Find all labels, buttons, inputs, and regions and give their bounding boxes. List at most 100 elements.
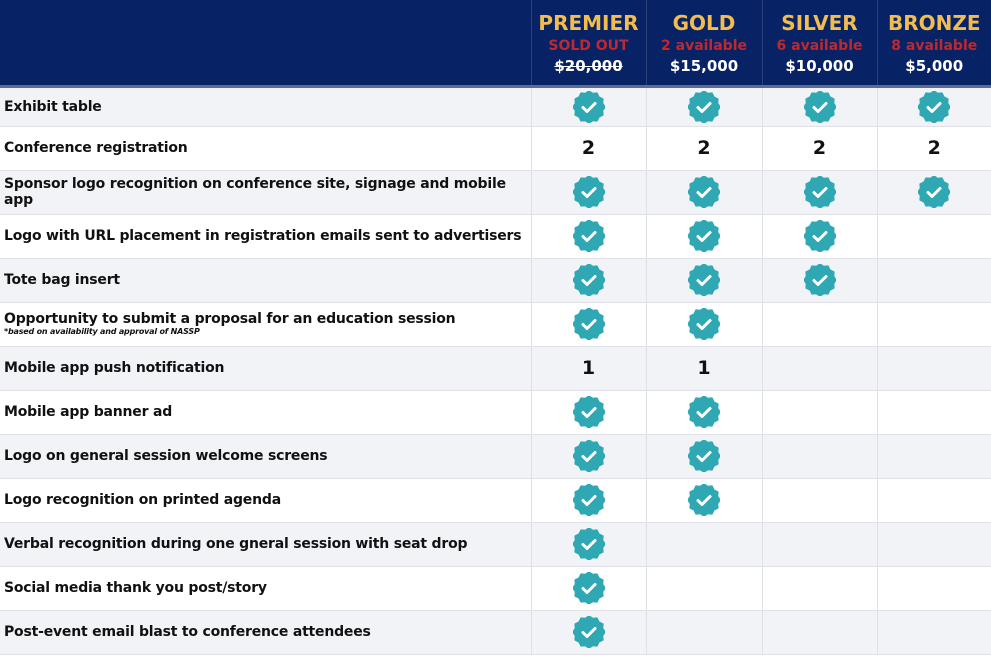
benefit-cell bbox=[530, 86, 646, 127]
check-badge-icon bbox=[571, 483, 606, 517]
check-badge-icon bbox=[571, 571, 606, 605]
check-badge-icon bbox=[802, 219, 837, 253]
benefit-cell: 2 bbox=[530, 126, 646, 171]
check-badge-icon bbox=[571, 219, 606, 253]
benefit-cell-empty bbox=[645, 522, 762, 567]
benefit-label: Tote bag insert bbox=[0, 258, 531, 303]
benefit-cell-empty bbox=[645, 566, 762, 611]
benefit-cell bbox=[761, 170, 877, 215]
tier-name: PREMIER bbox=[538, 11, 639, 36]
check-badge-icon bbox=[571, 175, 606, 209]
benefit-text: Post-event email blast to conference att… bbox=[4, 624, 371, 640]
table-row: Exhibit table bbox=[0, 86, 991, 127]
benefit-label: Exhibit table bbox=[0, 86, 531, 127]
benefit-cell-empty bbox=[876, 258, 991, 303]
benefit-text: Tote bag insert bbox=[4, 272, 120, 288]
tier-price: $5,000 bbox=[905, 57, 964, 76]
benefit-cell-empty bbox=[876, 214, 991, 259]
benefit-cell-empty bbox=[761, 566, 877, 611]
check-badge-icon bbox=[802, 89, 837, 124]
check-badge-icon bbox=[571, 89, 606, 124]
benefit-cell: 1 bbox=[645, 346, 762, 391]
benefit-cell bbox=[530, 214, 646, 259]
check-badge-icon bbox=[571, 439, 606, 473]
benefit-cell bbox=[645, 434, 762, 479]
benefit-text: Verbal recognition during one gneral ses… bbox=[4, 536, 468, 552]
benefit-cell-empty bbox=[761, 346, 877, 391]
benefit-label: Logo recognition on printed agenda bbox=[0, 478, 531, 523]
benefit-text: Exhibit table bbox=[4, 98, 102, 115]
benefit-label: Logo with URL placement in registration … bbox=[0, 214, 531, 259]
benefit-cell bbox=[645, 170, 762, 215]
tier-name: GOLD bbox=[672, 11, 736, 36]
tier-bronze: BRONZE 8 available $5,000 bbox=[876, 0, 991, 88]
header-blank bbox=[0, 0, 531, 88]
check-badge-icon bbox=[687, 263, 721, 297]
benefit-count: 2 bbox=[697, 137, 711, 159]
table-row: Verbal recognition during one gneral ses… bbox=[0, 522, 991, 567]
benefit-cell-empty bbox=[761, 522, 877, 567]
benefit-label: Mobile app banner ad bbox=[0, 390, 531, 435]
benefit-label: Logo on general session welcome screens bbox=[0, 434, 531, 479]
benefit-text: Mobile app banner ad bbox=[4, 404, 173, 420]
check-badge-icon bbox=[687, 307, 721, 341]
benefit-count: 1 bbox=[581, 357, 596, 379]
benefit-label: Post-event email blast to conference att… bbox=[0, 610, 531, 655]
benefit-label: Social media thank you post/story bbox=[0, 566, 531, 611]
benefit-label: Mobile app push notification bbox=[0, 346, 531, 391]
tier-availability: SOLD OUT bbox=[548, 38, 629, 55]
benefit-cell bbox=[645, 478, 762, 523]
benefit-cell bbox=[530, 170, 646, 215]
tier-name: BRONZE bbox=[887, 11, 981, 36]
benefit-text: Conference registration bbox=[4, 140, 188, 156]
table-row: Logo with URL placement in registration … bbox=[0, 214, 991, 259]
benefit-note: *based on availability and approval of N… bbox=[4, 327, 200, 336]
table-row: Tote bag insert bbox=[0, 258, 991, 303]
benefit-count: 1 bbox=[697, 357, 711, 379]
benefit-count: 2 bbox=[927, 137, 941, 159]
benefit-cell-empty bbox=[876, 434, 991, 479]
benefit-cell bbox=[645, 214, 762, 259]
tier-price: $10,000 bbox=[785, 57, 854, 76]
benefit-cell-empty bbox=[761, 478, 877, 523]
benefit-cell bbox=[645, 86, 762, 127]
benefit-cell bbox=[530, 610, 646, 655]
table-row: Mobile app banner ad bbox=[0, 390, 991, 435]
benefit-cell: 2 bbox=[876, 126, 991, 171]
table-row: Logo recognition on printed agenda bbox=[0, 478, 991, 523]
benefit-cell bbox=[530, 566, 646, 611]
table-row: Sponsor logo recognition on conference s… bbox=[0, 170, 991, 215]
benefit-text: Logo with URL placement in registration … bbox=[4, 228, 522, 244]
check-badge-icon bbox=[802, 175, 837, 209]
benefit-label: Conference registration bbox=[0, 126, 531, 171]
benefit-cell: 2 bbox=[645, 126, 762, 171]
benefit-cell-empty bbox=[645, 610, 762, 655]
table-row: Social media thank you post/story bbox=[0, 566, 991, 611]
benefit-cell-empty bbox=[876, 302, 991, 347]
table-row: Conference registration 2 2 2 2 bbox=[0, 126, 991, 171]
benefit-cell bbox=[530, 522, 646, 567]
tier-premier: PREMIER SOLD OUT $20,000 bbox=[530, 0, 646, 88]
table-row: Opportunity to submit a proposal for an … bbox=[0, 302, 991, 347]
benefit-cell-empty bbox=[876, 390, 991, 435]
benefit-cell bbox=[530, 258, 646, 303]
benefit-cell bbox=[530, 434, 646, 479]
benefit-label: Sponsor logo recognition on conference s… bbox=[0, 170, 531, 215]
check-badge-icon bbox=[917, 89, 951, 124]
tier-availability: 2 available bbox=[661, 38, 747, 55]
benefits-body: Exhibit table Conference registration 2 2 2 2… bbox=[0, 86, 991, 655]
check-badge-icon bbox=[687, 439, 721, 473]
benefit-cell-empty bbox=[876, 566, 991, 611]
benefit-cell bbox=[761, 214, 877, 259]
benefit-text: Logo recognition on printed agenda bbox=[4, 492, 281, 508]
check-badge-icon bbox=[687, 175, 721, 209]
benefit-cell-empty bbox=[761, 434, 877, 479]
benefit-count: 2 bbox=[581, 137, 596, 159]
check-badge-icon bbox=[687, 89, 721, 124]
tier-silver: SILVER 6 available $10,000 bbox=[761, 0, 877, 88]
check-badge-icon bbox=[802, 263, 837, 297]
benefit-cell-empty bbox=[876, 346, 991, 391]
benefit-count: 2 bbox=[812, 137, 827, 159]
benefit-cell-empty bbox=[876, 610, 991, 655]
benefit-label: Opportunity to submit a proposal for an … bbox=[0, 302, 531, 347]
